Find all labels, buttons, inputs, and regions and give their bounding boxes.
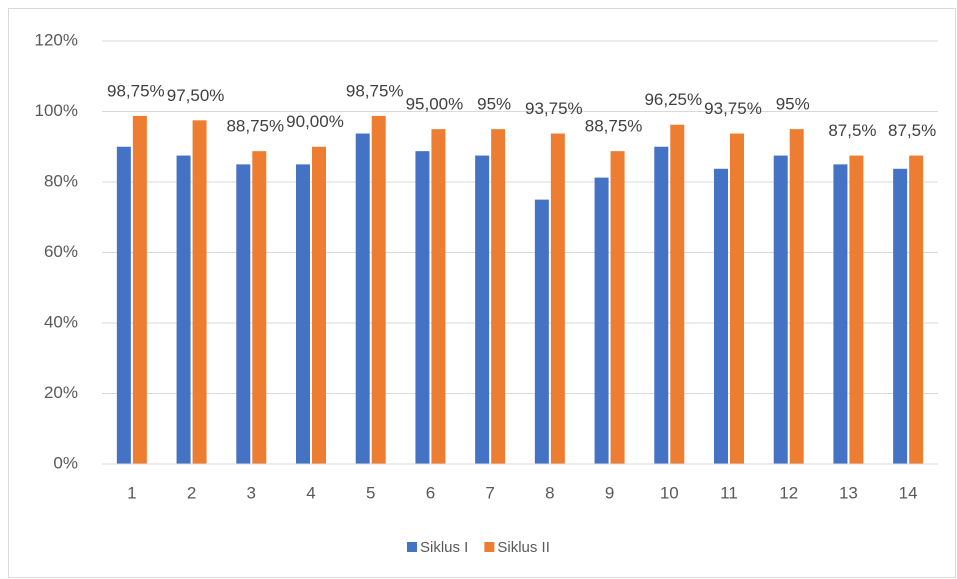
legend-swatch	[484, 542, 495, 552]
bar	[670, 124, 685, 464]
value-label: 93,75%	[704, 99, 762, 118]
x-tick-label: 14	[899, 483, 918, 502]
y-tick-label: 100%	[35, 101, 78, 120]
x-tick-label: 13	[839, 483, 858, 502]
y-tick-label: 80%	[44, 171, 78, 190]
value-label: 95%	[477, 95, 511, 114]
value-label: 95,00%	[406, 95, 464, 114]
y-tick-label: 20%	[44, 383, 78, 402]
x-tick-label: 2	[187, 483, 196, 502]
value-label: 88,75%	[585, 117, 643, 136]
x-tick-label: 8	[545, 483, 554, 502]
value-label: 88,75%	[226, 117, 284, 136]
bar	[550, 133, 565, 464]
bar	[909, 155, 924, 464]
y-tick-label: 60%	[44, 242, 78, 261]
bar	[431, 129, 446, 464]
legend-swatch	[407, 542, 417, 552]
legend-label: Siklus I	[420, 539, 468, 556]
bar	[132, 115, 147, 464]
y-tick-label: 120%	[35, 30, 78, 49]
value-label: 90,00%	[286, 112, 344, 131]
bar	[833, 164, 848, 464]
x-tick-label: 9	[605, 483, 614, 502]
bar	[893, 168, 908, 464]
bar	[252, 151, 267, 464]
legend-label: Siklus II	[497, 539, 550, 556]
bar	[534, 199, 549, 464]
bar	[355, 133, 370, 464]
x-tick-label: 3	[247, 483, 256, 502]
bar	[116, 146, 131, 464]
bar	[475, 155, 490, 464]
value-label: 95%	[776, 95, 810, 114]
x-tick-label: 6	[426, 483, 435, 502]
x-tick-label: 10	[660, 483, 679, 502]
bar	[236, 164, 251, 464]
bar	[654, 146, 669, 464]
bar	[849, 155, 864, 464]
bar	[714, 168, 728, 464]
y-tick-label: 40%	[44, 312, 78, 331]
x-tick-label: 11	[720, 483, 738, 502]
bar	[415, 151, 430, 464]
value-label: 87,5%	[888, 121, 936, 140]
bar	[610, 151, 625, 464]
bar	[176, 155, 191, 464]
bar	[730, 133, 744, 464]
x-tick-label: 5	[366, 483, 375, 502]
value-label: 87,5%	[828, 121, 876, 140]
bar	[491, 129, 506, 464]
x-tick-label: 7	[485, 483, 494, 502]
value-label: 96,25%	[644, 90, 702, 109]
x-tick-label: 12	[779, 483, 798, 502]
bar	[594, 177, 609, 464]
value-label: 98,75%	[346, 81, 404, 100]
bar	[192, 120, 207, 464]
y-tick-label: 0%	[53, 453, 78, 472]
value-label: 98,75%	[107, 81, 165, 100]
bar	[789, 129, 804, 464]
x-tick-label: 1	[127, 483, 136, 502]
value-label: 93,75%	[525, 99, 583, 118]
x-tick-label: 4	[306, 483, 315, 502]
value-label: 97,50%	[167, 86, 225, 105]
bar	[773, 155, 788, 464]
bar	[296, 164, 310, 464]
bar	[312, 146, 326, 464]
bar	[371, 115, 386, 464]
